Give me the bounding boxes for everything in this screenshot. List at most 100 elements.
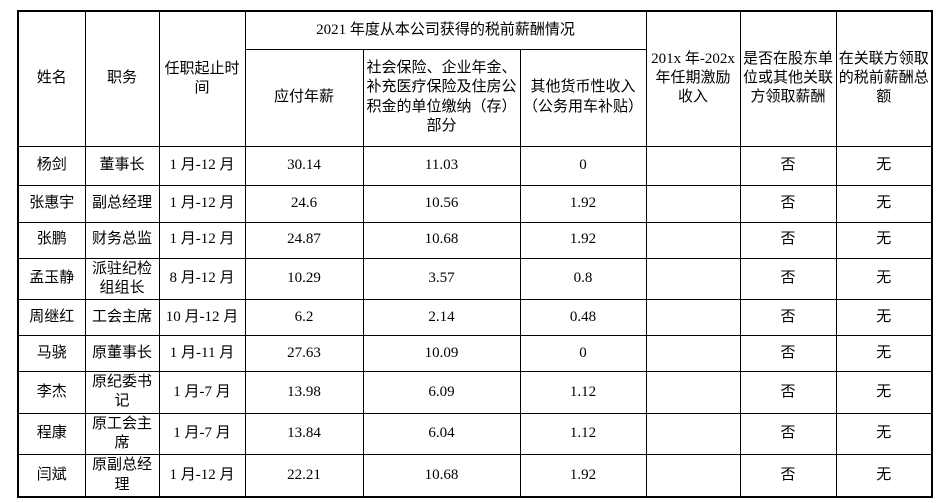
cell-related-pay: 否	[739, 454, 837, 498]
cell-insurance: 10.68	[362, 221, 521, 259]
cell-position: 原副总经理	[84, 454, 160, 498]
cell-tenure: 1 月-12 月	[158, 454, 246, 498]
cell-salary: 27.63	[244, 334, 364, 372]
cell-related-pay: 否	[739, 370, 837, 414]
cell-salary: 24.6	[244, 184, 364, 223]
cell-insurance: 6.04	[362, 412, 521, 456]
cell-related-total: 无	[835, 298, 933, 336]
cell-name: 闫斌	[17, 454, 86, 498]
cell-name: 程康	[17, 412, 86, 456]
cell-tenure: 1 月-7 月	[158, 412, 246, 456]
header-row-sub: 应付年薪 社会保险、企业年金、补充医疗保险及住房公积金的单位缴纳（存）部分 其他…	[18, 48, 932, 147]
cell-related-total: 无	[835, 184, 933, 223]
cell-position: 原工会主席	[84, 412, 160, 456]
cell-related-pay: 否	[739, 145, 837, 186]
cell-other-income: 0.48	[519, 298, 647, 336]
cell-other-income: 1.92	[519, 454, 647, 498]
cell-name: 李杰	[17, 370, 86, 414]
cell-position: 董事长	[84, 145, 160, 186]
cell-salary: 10.29	[244, 257, 364, 300]
cell-position: 副总经理	[84, 184, 160, 223]
cell-insurance: 6.09	[362, 370, 521, 414]
cell-related-total: 无	[835, 221, 933, 259]
header-other-income: 其他货币性收入（公务用车补贴）	[519, 48, 647, 147]
cell-incentive	[645, 298, 741, 336]
cell-incentive	[645, 257, 741, 300]
header-position: 职务	[84, 10, 160, 147]
cell-related-total: 无	[835, 370, 933, 414]
cell-name: 孟玉静	[17, 257, 86, 300]
cell-tenure: 1 月-11 月	[158, 334, 246, 372]
cell-tenure: 1 月-7 月	[158, 370, 246, 414]
cell-tenure: 10 月-12 月	[158, 298, 246, 336]
cell-related-pay: 否	[739, 221, 837, 259]
header-row-top: 姓名 职务 任职起止时间 2021 年度从本公司获得的税前薪酬情况 201x 年…	[17, 10, 933, 147]
cell-other-income: 1.12	[519, 370, 647, 414]
table-row: 杨剑 董事长 1 月-12 月 30.14 11.03 0 否 无	[17, 145, 933, 186]
cell-related-total: 无	[835, 412, 933, 456]
header-tenure: 任职起止时间	[158, 10, 246, 147]
cell-salary: 6.2	[244, 298, 364, 336]
cell-other-income: 0	[519, 145, 647, 186]
cell-salary: 24.87	[244, 221, 364, 259]
cell-related-pay: 否	[739, 184, 837, 223]
cell-related-pay: 否	[739, 298, 837, 336]
table-row: 张惠宇 副总经理 1 月-12 月 24.6 10.56 1.92 否 无	[17, 184, 933, 223]
table-row: 程康 原工会主席 1 月-7 月 13.84 6.04 1.12 否 无	[17, 412, 933, 456]
compensation-table: 姓名 职务 任职起止时间 2021 年度从本公司获得的税前薪酬情况 201x 年…	[17, 10, 933, 498]
cell-other-income: 1.92	[519, 184, 647, 223]
cell-insurance: 10.68	[362, 454, 521, 498]
cell-insurance: 2.14	[362, 298, 521, 336]
header-incentive: 201x 年-202x 年任期激励收入	[645, 10, 741, 147]
table-row: 李杰 原纪委书记 1 月-7 月 13.98 6.09 1.12 否 无	[17, 370, 933, 414]
header-related-total: 在关联方领取的税前薪酬总额	[835, 10, 933, 147]
cell-name: 马骁	[17, 334, 86, 372]
cell-incentive	[645, 454, 741, 498]
header-insurance: 社会保险、企业年金、补充医疗保险及住房公积金的单位缴纳（存）部分	[362, 48, 521, 147]
header-salary: 应付年薪	[244, 48, 364, 147]
header-related-pay: 是否在股东单位或其他关联方领取薪酬	[739, 10, 837, 147]
cell-tenure: 1 月-12 月	[158, 184, 246, 223]
table-row: 马骁 原董事长 1 月-11 月 27.63 10.09 0 否 无	[17, 334, 933, 372]
cell-position: 原纪委书记	[84, 370, 160, 414]
cell-tenure: 1 月-12 月	[158, 221, 246, 259]
header-compensation-group: 2021 年度从本公司获得的税前薪酬情况	[244, 10, 647, 50]
cell-name: 张惠宇	[17, 184, 86, 223]
cell-position: 财务总监	[84, 221, 160, 259]
table-row: 孟玉静 派驻纪检组组长 8 月-12 月 10.29 3.57 0.8 否 无	[17, 257, 933, 300]
cell-related-total: 无	[835, 454, 933, 498]
cell-insurance: 10.09	[362, 334, 521, 372]
cell-related-total: 无	[835, 334, 933, 372]
cell-insurance: 10.56	[362, 184, 521, 223]
header-name: 姓名	[17, 10, 86, 147]
cell-position: 工会主席	[84, 298, 160, 336]
cell-other-income: 0.8	[519, 257, 647, 300]
cell-related-pay: 否	[739, 412, 837, 456]
cell-salary: 22.21	[244, 454, 364, 498]
cell-incentive	[645, 184, 741, 223]
table-row: 周继红 工会主席 10 月-12 月 6.2 2.14 0.48 否 无	[17, 298, 933, 336]
cell-related-pay: 否	[739, 334, 837, 372]
cell-insurance: 11.03	[362, 145, 521, 186]
cell-other-income: 1.12	[519, 412, 647, 456]
table-row: 张鹏 财务总监 1 月-12 月 24.87 10.68 1.92 否 无	[17, 221, 933, 259]
cell-related-pay: 否	[739, 257, 837, 300]
cell-name: 杨剑	[17, 145, 86, 186]
cell-name: 张鹏	[17, 221, 86, 259]
cell-name: 周继红	[17, 298, 86, 336]
cell-incentive	[645, 412, 741, 456]
cell-position: 原董事长	[84, 334, 160, 372]
cell-incentive	[645, 145, 741, 186]
cell-insurance: 3.57	[362, 257, 521, 300]
cell-tenure: 8 月-12 月	[158, 257, 246, 300]
cell-position: 派驻纪检组组长	[84, 257, 160, 300]
table-row: 闫斌 原副总经理 1 月-12 月 22.21 10.68 1.92 否 无	[17, 454, 933, 498]
cell-other-income: 0	[519, 334, 647, 372]
cell-other-income: 1.92	[519, 221, 647, 259]
cell-salary: 13.84	[244, 412, 364, 456]
cell-salary: 30.14	[244, 145, 364, 186]
cell-incentive	[645, 370, 741, 414]
cell-incentive	[645, 221, 741, 259]
cell-related-total: 无	[835, 257, 933, 300]
